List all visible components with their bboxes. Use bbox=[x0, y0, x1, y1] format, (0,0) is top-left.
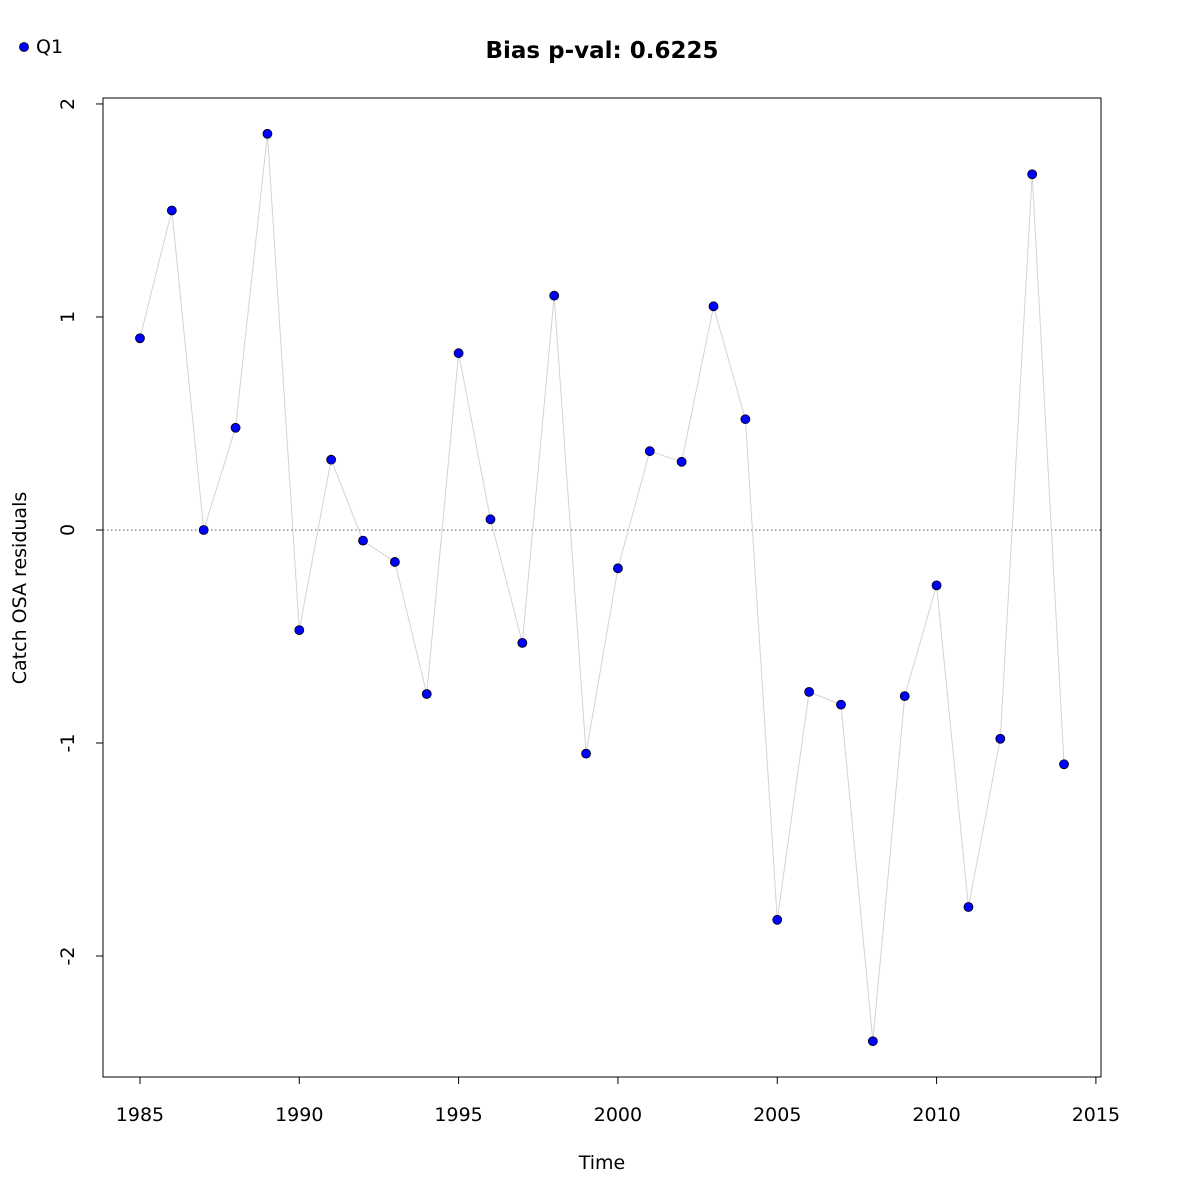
x-tick-label: 1990 bbox=[275, 1104, 323, 1126]
x-tick-label: 1995 bbox=[434, 1104, 482, 1126]
data-point bbox=[485, 514, 496, 525]
data-point bbox=[1059, 759, 1069, 770]
data-point bbox=[166, 205, 177, 216]
data-point bbox=[549, 290, 560, 301]
data-point bbox=[581, 748, 591, 759]
data-point bbox=[676, 456, 687, 467]
legend-marker bbox=[19, 42, 29, 52]
plot-frame bbox=[102, 97, 1102, 1078]
y-tick-label: -1 bbox=[57, 734, 79, 753]
data-point bbox=[358, 535, 368, 546]
data-point bbox=[517, 637, 528, 648]
data-point bbox=[931, 580, 942, 591]
y-tick-label: 1 bbox=[57, 311, 79, 323]
data-point bbox=[772, 914, 783, 925]
x-tick-label: 2015 bbox=[1072, 1104, 1120, 1126]
data-point bbox=[1027, 169, 1038, 180]
x-tick-label: 1985 bbox=[116, 1104, 164, 1126]
data-point bbox=[995, 733, 1006, 744]
data-point bbox=[963, 902, 974, 912]
data-point bbox=[644, 446, 655, 457]
x-tick-label: 2010 bbox=[912, 1104, 960, 1126]
y-tick-label: 2 bbox=[57, 98, 79, 110]
x-tick-label: 2000 bbox=[594, 1104, 642, 1126]
data-point bbox=[613, 563, 623, 574]
y-axis-label: Catch OSA residuals bbox=[9, 492, 31, 684]
data-point bbox=[708, 301, 719, 312]
data-point bbox=[740, 414, 751, 425]
data-point bbox=[453, 348, 464, 359]
data-point bbox=[262, 128, 273, 139]
y-tick-label: -2 bbox=[57, 947, 79, 966]
data-point bbox=[867, 1036, 878, 1047]
data-point bbox=[389, 557, 400, 567]
data-point bbox=[326, 454, 337, 465]
x-tick-label: 2005 bbox=[753, 1104, 801, 1126]
data-point bbox=[804, 686, 815, 697]
x-axis-label: Time bbox=[578, 1152, 626, 1174]
series-line bbox=[139, 133, 1065, 1042]
data-point bbox=[198, 525, 209, 535]
y-tick-label: 0 bbox=[57, 524, 79, 536]
data-point bbox=[294, 625, 305, 636]
data-point bbox=[135, 333, 145, 344]
data-point bbox=[836, 699, 846, 710]
data-point bbox=[421, 689, 432, 699]
legend-label: Q1 bbox=[36, 36, 63, 58]
data-point bbox=[230, 422, 241, 433]
data-point bbox=[899, 691, 910, 702]
chart-title: Bias p-val: 0.6225 bbox=[486, 38, 719, 64]
